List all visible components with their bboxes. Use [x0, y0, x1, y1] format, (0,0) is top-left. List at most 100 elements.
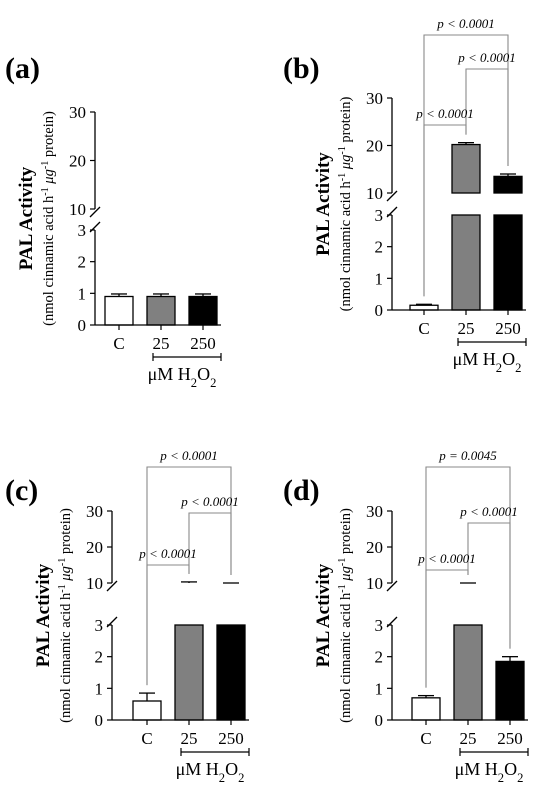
chart-panel-a: (a)PAL Activity (nmol cinnamic acid h-1 μ…	[5, 52, 222, 390]
y-tick-label: 20	[366, 137, 383, 156]
y-tick-label: 30	[366, 89, 383, 108]
group-label-part: H	[483, 349, 496, 369]
group-label-part: O	[504, 759, 517, 779]
p-value-label: p < 0.0001	[180, 494, 239, 509]
y-tick-label: 3	[95, 616, 104, 635]
y-axis-subtitle-part: (nmol cinnamic acid	[338, 189, 354, 312]
p-value-label: p < 0.0001	[138, 546, 197, 561]
y-axis-subtitle-part: -1	[57, 558, 68, 566]
p-value-label: p < 0.0001	[159, 448, 218, 463]
x-category-label: C	[113, 334, 124, 353]
y-axis-subtitle-part: -1	[40, 161, 51, 169]
x-category-label: 250	[497, 729, 523, 748]
bar	[409, 304, 439, 311]
y-axis-subtitle-part: protein)	[41, 111, 57, 161]
comparison-bracket	[465, 68, 509, 166]
chart-panel-b: (b)PAL Activity (nmol cinnamic acid h-1 μ…	[283, 16, 527, 375]
x-category-label: C	[418, 319, 429, 338]
y-axis-subtitle-part: -1	[337, 584, 348, 592]
group-label-part: 2	[219, 771, 225, 785]
bar	[451, 143, 481, 194]
bar	[146, 295, 176, 326]
y-axis-subtitle-part: -1	[337, 558, 348, 566]
p-value-label: p < 0.0001	[459, 504, 518, 519]
y-tick-label: 2	[375, 238, 384, 257]
group-label-part: M	[462, 349, 478, 369]
group-label-part: O	[502, 349, 515, 369]
y-axis-subtitle-part: protein)	[338, 97, 354, 147]
y-tick-label: 3	[78, 221, 87, 240]
y-axis-subtitle-part: -1	[57, 584, 68, 592]
y-axis-subtitle-part: h	[338, 592, 354, 600]
y-tick-label: 20	[69, 152, 86, 171]
x-category-label: 250	[190, 334, 216, 353]
group-label-part: μ	[176, 759, 186, 779]
bar-lower-segment	[451, 214, 481, 311]
y-tick-label: 30	[366, 502, 383, 521]
y-axis-subtitle-part: μg	[41, 169, 57, 185]
x-category-label: 25	[460, 729, 477, 748]
group-label-part: μ	[455, 759, 465, 779]
y-axis-subtitle: (nmol cinnamic acid h-1 μg-1 protein)	[337, 508, 355, 723]
comparison-bracket	[467, 522, 511, 649]
group-label: μM H2O2	[176, 759, 245, 785]
y-axis-subtitle-part: -1	[40, 187, 51, 195]
p-value-label: p < 0.0001	[436, 16, 495, 31]
y-axis-title: PAL Activity	[313, 152, 334, 256]
chart-panel-d: (d)PAL Activity (nmol cinnamic acid h-1 μ…	[283, 448, 529, 785]
group-label: μM H2O2	[453, 349, 522, 375]
y-axis-subtitle-part: μg	[58, 566, 74, 582]
p-value-label: p < 0.0001	[415, 106, 474, 121]
y-axis-subtitle-part: protein)	[338, 508, 354, 558]
y-tick-label: 20	[86, 538, 103, 557]
x-category-label: 25	[181, 729, 198, 748]
y-tick-label: 0	[375, 711, 384, 730]
y-axis-subtitle-part: -1	[337, 173, 348, 181]
bar-lower-segment	[453, 624, 483, 721]
y-axis-subtitle-part: (nmol cinnamic acid	[58, 600, 74, 723]
y-tick-label: 10	[69, 200, 86, 219]
y-tick-label: 0	[95, 711, 104, 730]
y-axis-title: PAL Activity	[33, 563, 54, 667]
group-label-part: M	[157, 364, 173, 384]
x-category-label: 250	[218, 729, 244, 748]
y-tick-label: 0	[78, 316, 87, 335]
group-label-part: O	[197, 364, 210, 384]
x-category-label: 25	[458, 319, 475, 338]
p-value-label: p = 0.0045	[438, 448, 497, 463]
p-value-label: p < 0.0001	[457, 50, 516, 65]
y-axis-subtitle-part: (nmol cinnamic acid	[41, 203, 57, 326]
y-tick-label: 2	[375, 648, 384, 667]
comparison-bracket	[423, 124, 467, 297]
y-axis-subtitle: (nmol cinnamic acid h-1 μg-1 protein)	[57, 508, 75, 723]
x-category-label: 25	[153, 334, 170, 353]
y-tick-label: 30	[86, 502, 103, 521]
group-label-part: 2	[238, 771, 244, 785]
comparison-bracket	[146, 564, 190, 686]
y-axis-subtitle-part: h	[338, 181, 354, 189]
group-label-part: H	[485, 759, 498, 779]
y-tick-label: 3	[375, 206, 384, 225]
y-tick-label: 10	[366, 574, 383, 593]
bar	[188, 295, 218, 326]
comparison-bracket	[425, 569, 469, 688]
y-axis-subtitle-part: (nmol cinnamic acid	[338, 600, 354, 723]
y-tick-label: 0	[375, 301, 384, 320]
p-value-label: p < 0.0001	[417, 551, 476, 566]
x-category-label: 250	[495, 319, 521, 338]
group-label-part: M	[185, 759, 201, 779]
y-tick-label: 1	[375, 269, 384, 288]
y-tick-label: 3	[375, 616, 384, 635]
y-tick-label: 30	[69, 103, 86, 122]
group-label-part: H	[206, 759, 219, 779]
group-label-part: μ	[453, 349, 463, 369]
axis-break-mark	[106, 580, 118, 592]
y-tick-label: 1	[375, 679, 384, 698]
y-axis-subtitle-part: μg	[338, 566, 354, 582]
group-label-part: H	[178, 364, 191, 384]
y-tick-label: 1	[78, 284, 87, 303]
y-axis-subtitle: (nmol cinnamic acid h-1 μg-1 protein)	[40, 111, 58, 326]
axis-break-mark	[386, 580, 398, 592]
y-tick-label: 10	[86, 574, 103, 593]
